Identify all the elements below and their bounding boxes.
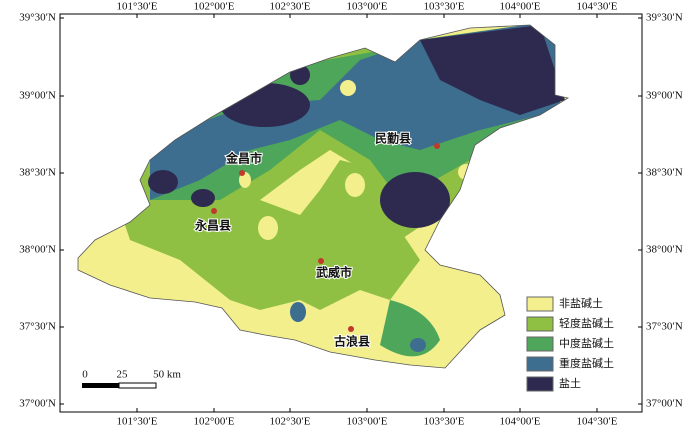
lon-label-bottom: 102°00′E <box>193 416 234 428</box>
place-label: 古浪县 <box>334 334 370 349</box>
lon-label-bottom: 103°00′E <box>346 416 387 428</box>
place-dot <box>239 170 245 176</box>
legend-label: 中度盐碱土 <box>559 336 614 350</box>
lat-label-right: 37°00′N <box>646 398 683 410</box>
lon-label-top: 102°00′E <box>193 1 234 13</box>
lon-label-bottom: 101°30′E <box>116 416 157 428</box>
legend-swatch <box>526 356 554 372</box>
lon-label-top: 104°30′E <box>576 1 617 13</box>
lon-label-bottom: 104°30′E <box>576 416 617 428</box>
lat-label-left: 38°30′N <box>19 167 56 179</box>
lon-label-bottom: 102°30′E <box>269 416 310 428</box>
legend-label: 非盐碱土 <box>559 297 603 310</box>
legend-swatch <box>526 376 554 392</box>
lat-label-left: 37°00′N <box>19 398 56 410</box>
place-dot <box>434 143 440 149</box>
legend-label: 轻度盐碱土 <box>559 316 614 330</box>
lat-label-right: 37°30′N <box>646 321 683 333</box>
place-label: 金昌市 <box>225 151 262 166</box>
lon-label-bottom: 104°00′E <box>499 416 540 428</box>
legend-swatch <box>526 336 554 352</box>
place-label: 武威市 <box>316 265 352 280</box>
place-dot <box>348 326 354 332</box>
legend-swatch <box>526 296 554 312</box>
lat-label-left: 37°30′N <box>19 321 56 333</box>
lat-label-left: 39°00′N <box>19 90 56 102</box>
place-dot <box>211 208 217 214</box>
lat-label-right: 39°30′N <box>646 12 683 24</box>
lon-label-top: 104°00′E <box>499 1 540 13</box>
lon-label-bottom: 103°30′E <box>423 416 464 428</box>
legend-swatch <box>526 316 554 332</box>
scale-label: 50 km <box>153 369 181 381</box>
lat-label-left: 39°30′N <box>19 12 56 24</box>
place-label: 民勤县 <box>375 131 411 146</box>
scale-bar <box>82 382 157 389</box>
lat-label-left: 38°00′N <box>19 244 56 256</box>
lon-label-top: 103°30′E <box>423 1 464 13</box>
place-label: 永昌县 <box>194 218 231 233</box>
scale-label: 25 <box>117 369 129 381</box>
ticks: 101°30′E 101°30′E 102°00′E 102°00′E 102°30′E… <box>19 1 683 428</box>
scale-label: 0 <box>82 369 88 381</box>
lat-label-right: 39°00′N <box>646 90 683 102</box>
lat-label-right: 38°30′N <box>646 167 683 179</box>
place-dot <box>318 258 324 264</box>
lon-label-top: 101°30′E <box>116 1 157 13</box>
lat-label-right: 38°00′N <box>646 244 683 256</box>
legend-label: 重度盐碱土 <box>559 356 614 370</box>
lon-label-top: 102°30′E <box>269 1 310 13</box>
lon-label-top: 103°00′E <box>346 1 387 13</box>
legend-label: 盐土 <box>559 377 581 390</box>
